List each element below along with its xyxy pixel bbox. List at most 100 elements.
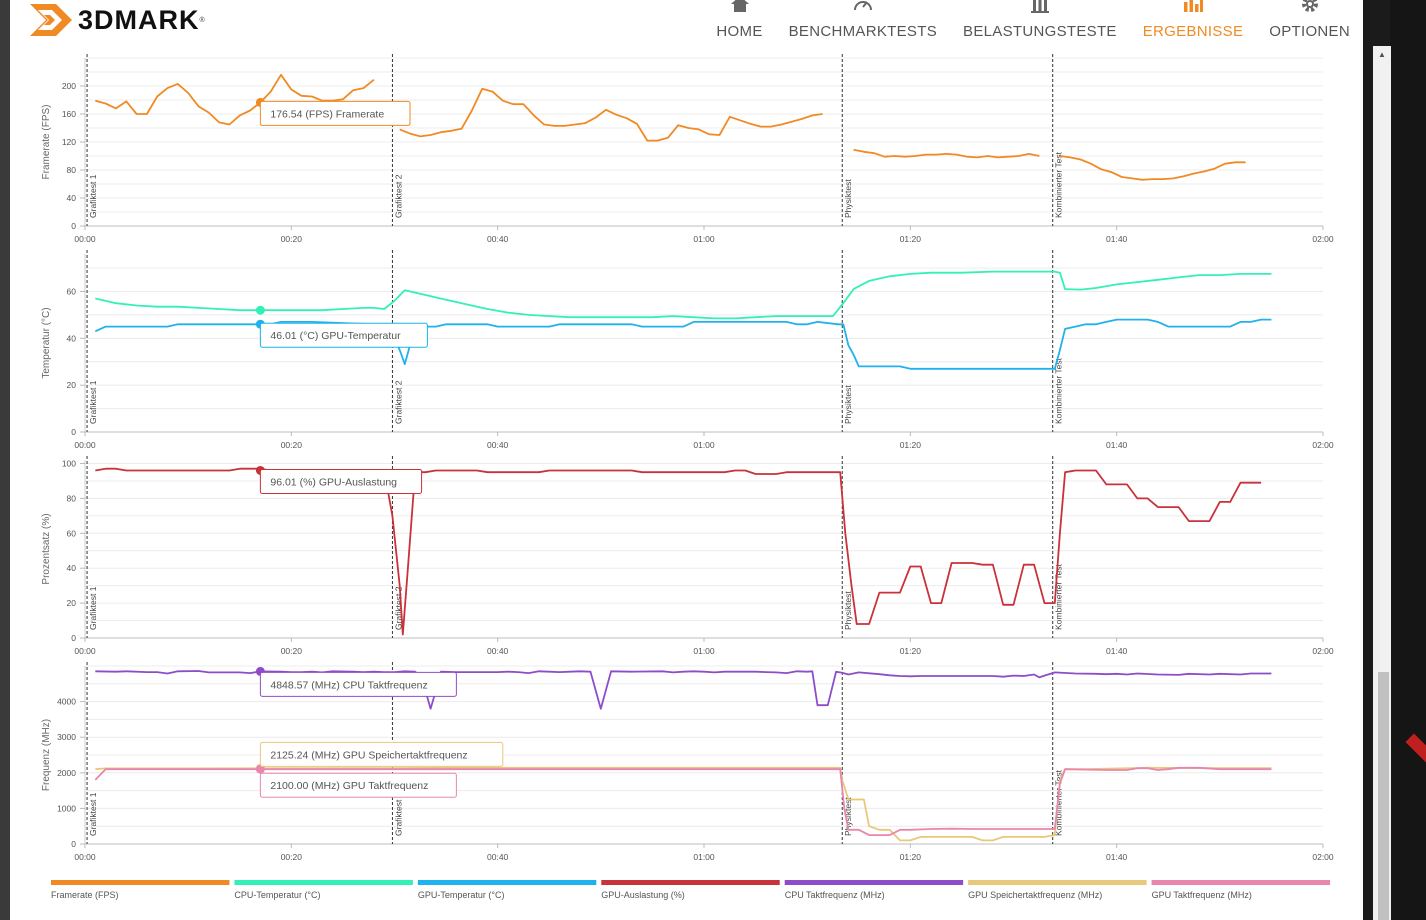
y-tick-label: 20: [67, 380, 77, 390]
hover-point: [255, 764, 265, 774]
x-tick-label: 01:40: [1106, 852, 1128, 862]
x-tick-label: 01:00: [693, 440, 715, 450]
x-tick-label: 01:20: [900, 646, 922, 656]
x-tick-label: 01:40: [1106, 440, 1128, 450]
top-navigation-bar: 3DMARK ® HOME BENCHMARKTESTS BELASTUNGSTE…: [10, 0, 1363, 46]
gauge-icon: [853, 1, 872, 11]
y-tick-label: 80: [67, 493, 77, 503]
x-tick-label: 00:00: [74, 234, 96, 244]
y-axis-label: Framerate (FPS): [41, 104, 52, 179]
test-marker-label: Kombinierter Test: [1054, 151, 1064, 218]
legend-swatch: [1151, 880, 1330, 885]
y-tick-label: 0: [71, 633, 76, 643]
y-tick-label: 100: [62, 458, 76, 468]
x-tick-label: 01:00: [693, 646, 715, 656]
test-marker-label: Grafiktest 1: [88, 792, 98, 836]
legend-label: GPU-Temperatur (°C): [418, 890, 505, 900]
x-tick-label: 01:20: [900, 440, 922, 450]
nav-benchmarktests-label: BENCHMARKTESTS: [788, 23, 938, 40]
main-nav: HOME BENCHMARKTESTS BELASTUNGSTESTE ERGE…: [703, 0, 1363, 46]
series-line: [95, 270, 1272, 320]
brand-registered-mark: ®: [199, 16, 205, 24]
test-marker-label: Grafiktest 2: [393, 792, 403, 836]
test-marker-label: Kombinierter Test: [1054, 563, 1064, 630]
tooltip-box: [259, 468, 423, 494]
series-line: [399, 87, 823, 142]
x-tick-label: 01:00: [693, 852, 715, 862]
series-line: [95, 670, 1272, 710]
x-tick-label: 00:00: [74, 646, 96, 656]
tooltip-text: 4848.57 (MHz) CPU Taktfrequenz: [270, 679, 427, 691]
test-marker-label: Physiktest: [843, 385, 853, 424]
gear-icon: [1301, 0, 1318, 12]
nav-ergebnisse-label: ERGEBNISSE: [1142, 23, 1244, 40]
x-tick-label: 00:40: [487, 646, 509, 656]
tooltip-text: 2100.00 (MHz) GPU Taktfrequenz: [270, 780, 428, 792]
legend-swatch: [784, 880, 964, 885]
stress-bars-icon: [1030, 0, 1049, 13]
vertical-scrollbar[interactable]: ▲: [1373, 46, 1391, 920]
legend: Framerate (FPS) CPU-Temperatur (°C) GPU-Te…: [51, 880, 1330, 900]
scrollbar-thumb[interactable]: [1378, 672, 1389, 920]
y-tick-label: 40: [67, 333, 77, 343]
decor-stripe: [1405, 733, 1426, 799]
chart-panel: 0 1000 2000 3000 4000 Frequenz (MHz) 00:00 00:2…: [41, 662, 1334, 862]
app-logo[interactable]: 3DMARK ®: [30, 0, 205, 40]
nav-home[interactable]: HOME: [703, 0, 775, 46]
results-page: 3DMARK ® HOME BENCHMARKTESTS BELASTUNGSTE…: [10, 0, 1363, 920]
x-tick-label: 02:00: [1312, 234, 1334, 244]
y-axis-label: Temperatur (°C): [41, 307, 52, 378]
tooltip-box: [259, 741, 504, 767]
x-tick-label: 01:40: [1106, 646, 1128, 656]
test-marker-label: Grafiktest 1: [88, 380, 98, 424]
tooltip-text: 176.54 (FPS) Framerate: [270, 108, 384, 120]
x-tick-label: 00:00: [74, 852, 96, 862]
y-tick-label: 80: [67, 165, 77, 175]
test-marker-label: Kombinierter Test: [1054, 357, 1064, 424]
legend-swatch: [601, 880, 780, 885]
legend-label: GPU Taktfrequenz (MHz): [1152, 890, 1252, 900]
y-axis-label: Prozentsatz (%): [41, 513, 52, 584]
y-tick-label: 60: [67, 286, 77, 296]
nav-benchmarktests[interactable]: BENCHMARKTESTS: [776, 0, 950, 46]
nav-belastungsteste[interactable]: BELASTUNGSTESTE: [950, 0, 1130, 46]
scroll-up-arrow-icon[interactable]: ▲: [1378, 50, 1386, 59]
tooltip-text: 96.01 (%) GPU-Auslastung: [270, 476, 397, 488]
legend-swatch: [417, 880, 597, 885]
tooltip-text: 2125.24 (MHz) GPU Speichertaktfrequenz: [270, 749, 467, 761]
x-tick-label: 02:00: [1312, 440, 1334, 450]
right-background-strip: [1390, 0, 1426, 920]
test-marker-label: Grafiktest 1: [88, 586, 98, 630]
nav-ergebnisse[interactable]: ERGEBNISSE: [1130, 0, 1257, 46]
test-marker-label: Kombinierter Test: [1054, 769, 1064, 836]
x-tick-label: 01:20: [900, 234, 922, 244]
logo-chevron-icon: [30, 4, 72, 36]
legend-swatch: [234, 880, 413, 885]
tooltip-box: [259, 772, 457, 798]
tooltip-box: [259, 100, 411, 126]
x-tick-label: 00:40: [487, 852, 509, 862]
y-tick-label: 2000: [57, 768, 76, 778]
series-line: [853, 148, 1040, 159]
series-line: [1059, 155, 1246, 181]
nav-belastungsteste-label: BELASTUNGSTESTE: [963, 23, 1117, 40]
legend-label: GPU Speichertaktfrequenz (MHz): [968, 890, 1102, 900]
x-tick-label: 00:00: [74, 440, 96, 450]
x-tick-label: 00:20: [281, 234, 303, 244]
chart-panel: 0 40 80 120 160 200 Framerate (FPS) 00:00 00:20 0…: [41, 54, 1334, 244]
x-tick-label: 02:00: [1312, 852, 1334, 862]
y-tick-label: 3000: [57, 732, 76, 742]
test-marker-label: Grafiktest 2: [393, 380, 403, 424]
y-tick-label: 40: [67, 563, 77, 573]
x-tick-label: 01:20: [900, 852, 922, 862]
nav-optionen[interactable]: OPTIONEN: [1256, 0, 1363, 46]
y-tick-label: 4000: [57, 697, 76, 707]
x-tick-label: 00:20: [281, 440, 303, 450]
legend-swatch: [51, 880, 230, 885]
x-tick-label: 00:40: [487, 440, 509, 450]
legend-swatch: [968, 880, 1147, 885]
legend-label: CPU-Temperatur (°C): [234, 890, 320, 900]
series-line: [95, 73, 375, 126]
x-tick-label: 00:40: [487, 234, 509, 244]
